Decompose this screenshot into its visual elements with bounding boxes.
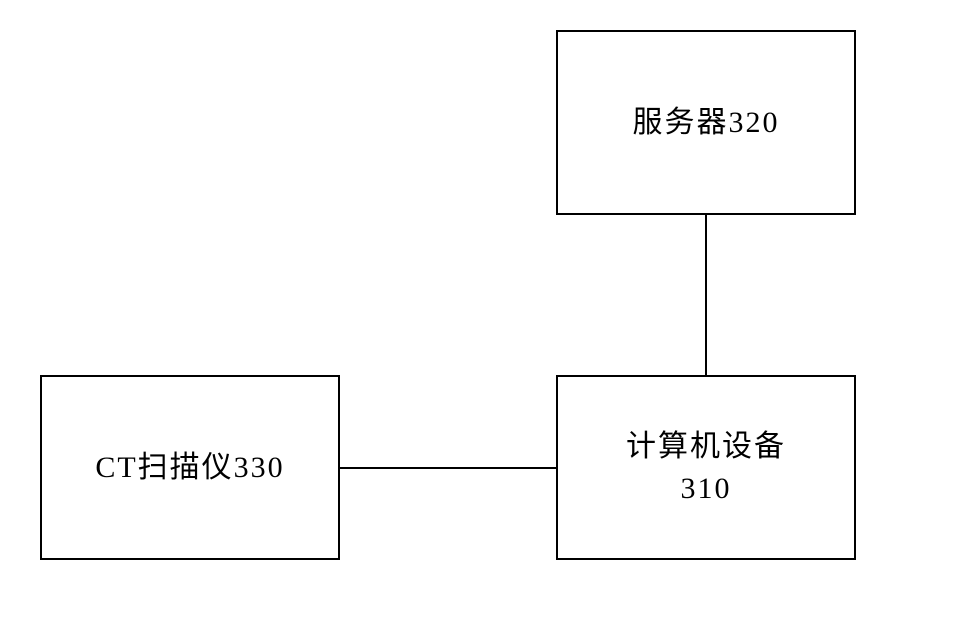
server-label: 服务器320 (633, 102, 780, 144)
edge-server-computer (705, 215, 707, 375)
scanner-node: CT扫描仪330 (40, 375, 340, 560)
computer-node: 计算机设备 310 (556, 375, 856, 560)
computer-label: 计算机设备 310 (626, 426, 786, 510)
scanner-label: CT扫描仪330 (95, 447, 284, 489)
server-node: 服务器320 (556, 30, 856, 215)
edge-scanner-computer (340, 467, 556, 469)
